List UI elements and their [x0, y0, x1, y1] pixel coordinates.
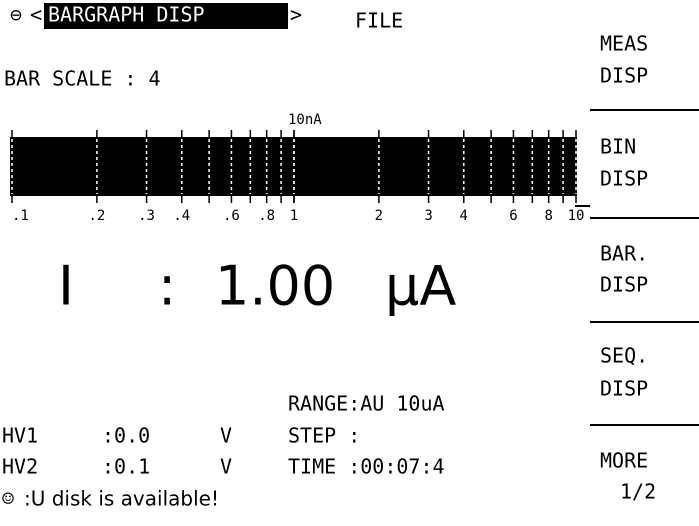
hv2-value: :0.1 — [102, 455, 150, 479]
softkey-line1[interactable]: SEQ. — [600, 344, 648, 368]
range: RANGE:AU 10uA — [288, 392, 445, 416]
right-arrow: > — [290, 3, 302, 27]
message-icon: ☺ — [2, 487, 14, 511]
hv1-value: :0.0 — [102, 424, 150, 448]
hv1-label: HV1 — [2, 424, 38, 448]
bar-scale: BAR SCALE : 4 — [4, 67, 161, 91]
softkey[interactable]: MORE 1/2 — [600, 449, 656, 504]
softkey-line1[interactable]: BAR. — [600, 242, 648, 266]
mode-tab: BARGRAPH DISP — [48, 3, 205, 27]
softkey-line2[interactable]: DISP — [600, 377, 648, 401]
mode-tab-bg — [44, 3, 288, 29]
softkey-line1[interactable]: MORE — [600, 449, 648, 473]
reading-separator: : — [158, 255, 176, 318]
softkey[interactable]: BIN DISP — [600, 135, 648, 191]
scale-label: 10 — [568, 208, 585, 224]
scale-label: .2 — [88, 208, 105, 224]
softkey[interactable]: BAR. DISP — [600, 242, 648, 297]
reading-quantity: I — [58, 255, 74, 318]
step: STEP : — [288, 424, 360, 448]
softkey-line2[interactable]: DISP — [600, 64, 648, 88]
scale-label: 1 — [290, 208, 298, 224]
scale-label: .1 — [12, 208, 29, 224]
hv2-unit: V — [220, 455, 232, 479]
softkey-line2[interactable]: DISP — [600, 167, 648, 191]
scale-label: 8 — [544, 208, 552, 224]
hv2-label: HV2 — [2, 455, 38, 479]
softkey-line2[interactable]: 1/2 — [620, 480, 656, 504]
scale-label: .4 — [173, 208, 190, 224]
scale-label: .6 — [223, 208, 240, 224]
softkey-line2[interactable]: DISP — [600, 273, 648, 297]
softkey[interactable]: MEAS DISP — [600, 32, 648, 88]
header-icon: ⊖ — [10, 3, 22, 27]
hv1-unit: V — [220, 424, 232, 448]
scale-label: .8 — [258, 208, 275, 224]
reading-unit: μA — [385, 255, 456, 318]
scale-label: 6 — [509, 208, 517, 224]
time: TIME :00:07:4 — [288, 455, 445, 479]
left-arrow: < — [30, 3, 42, 27]
message: :U disk is available! — [24, 487, 219, 511]
softkey-line1[interactable]: BIN — [600, 135, 636, 159]
softkey[interactable]: SEQ. DISP — [600, 344, 648, 401]
scale-label: .3 — [138, 208, 155, 224]
softkey-line1[interactable]: MEAS — [600, 32, 648, 56]
scale-label: 4 — [460, 208, 468, 224]
bar-unit-label: 10nA — [288, 112, 322, 128]
reading-value: 1.00 — [215, 255, 335, 318]
scale-label: 3 — [424, 208, 432, 224]
file-tab[interactable]: FILE — [355, 9, 403, 33]
scale-label: 2 — [375, 208, 383, 224]
